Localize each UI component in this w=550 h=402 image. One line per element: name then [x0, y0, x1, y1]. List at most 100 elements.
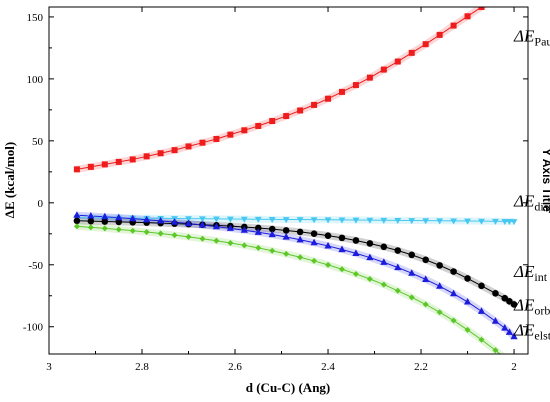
data-point	[394, 287, 401, 294]
data-point	[501, 294, 509, 302]
series-glow	[76, 7, 488, 173]
data-point	[296, 217, 304, 224]
data-point	[408, 251, 416, 259]
data-point	[213, 237, 220, 244]
data-point	[171, 232, 178, 239]
series-glow-layer	[76, 7, 517, 354]
data-point	[366, 74, 373, 81]
data-point	[436, 282, 444, 289]
series-label-sub: int	[534, 270, 547, 284]
data-point	[87, 217, 95, 225]
series-line-layer	[76, 7, 515, 354]
data-point	[408, 269, 416, 276]
data-point	[366, 217, 374, 224]
data-point	[254, 224, 262, 232]
data-point	[171, 147, 178, 154]
data-point	[185, 233, 192, 240]
data-point	[269, 247, 276, 254]
data-point	[199, 139, 206, 146]
data-point	[450, 268, 457, 275]
data-point	[212, 222, 221, 230]
plot-frame	[48, 6, 529, 355]
data-point	[143, 153, 150, 160]
data-point	[198, 220, 207, 228]
data-point	[408, 49, 415, 56]
data-point	[282, 233, 290, 240]
data-point	[477, 307, 486, 314]
data-point	[450, 22, 457, 29]
data-point	[157, 150, 164, 157]
y-tick-label: 150	[27, 12, 44, 24]
data-point	[366, 253, 374, 261]
data-point	[157, 216, 165, 224]
data-point	[297, 107, 304, 114]
data-point	[366, 240, 374, 247]
data-point	[170, 218, 179, 225]
data-point	[380, 258, 388, 265]
data-point	[380, 243, 388, 251]
data-point	[352, 217, 360, 224]
x-tick-label: 2.2	[414, 361, 428, 373]
series-label-main: ΔE	[513, 320, 535, 339]
data-point	[449, 289, 458, 297]
data-point	[115, 226, 122, 233]
data-point	[436, 31, 443, 38]
data-point	[73, 223, 80, 230]
data-point	[394, 218, 402, 225]
series-label-orb: ΔEorb	[513, 296, 550, 318]
y-tick-label: 50	[32, 136, 44, 148]
data-point	[157, 230, 164, 237]
data-point	[227, 131, 234, 138]
data-point	[436, 218, 444, 225]
data-point	[463, 297, 472, 305]
data-point	[394, 247, 402, 254]
x-tick-label: 2.6	[228, 361, 242, 373]
series-label-sub: disp	[534, 200, 550, 214]
data-point	[254, 228, 262, 235]
data-point	[492, 347, 499, 354]
data-point	[501, 323, 509, 331]
series-marker-layer	[73, 7, 518, 354]
data-point	[436, 309, 443, 316]
series-line	[76, 220, 515, 305]
series-line	[76, 7, 483, 170]
data-point	[310, 238, 318, 246]
data-point	[464, 218, 471, 225]
series-label-pauli: ΔEPauli	[513, 27, 550, 49]
data-point	[422, 41, 429, 48]
y-tick-label: 0	[38, 198, 44, 210]
data-point	[240, 216, 248, 223]
data-point	[268, 217, 276, 224]
y2-axis-title: Y Axis Title	[540, 148, 550, 212]
data-point	[213, 135, 220, 142]
data-point	[101, 212, 109, 220]
data-point	[324, 217, 332, 224]
data-point	[254, 216, 262, 223]
series-labels: ΔEPauliΔEdispΔEintΔEorbΔEelst	[513, 27, 550, 343]
data-point	[227, 239, 234, 246]
series-label-disp: ΔEdisp	[513, 192, 550, 214]
data-point	[213, 216, 220, 223]
data-point	[325, 261, 332, 268]
data-point	[478, 336, 485, 343]
data-point	[338, 217, 346, 224]
data-point	[73, 166, 80, 173]
data-point	[380, 217, 388, 224]
y-tick-label: 100	[27, 74, 44, 86]
data-point	[422, 218, 430, 225]
data-point	[73, 217, 81, 225]
axis-ticks: 3 2.8 2.6 2.4 2.2 2 -100 -50 0 50 100 150	[23, 7, 528, 373]
data-point	[352, 82, 359, 89]
series-label-main: ΔE	[513, 192, 535, 211]
data-point	[394, 263, 402, 271]
data-point	[408, 294, 415, 301]
data-point	[87, 224, 94, 231]
y-axis-title: ΔE (kcal/mol)	[2, 142, 17, 218]
data-point	[501, 218, 509, 225]
data-point	[422, 301, 429, 308]
data-point	[394, 58, 401, 65]
data-point	[296, 235, 304, 243]
data-point	[269, 118, 276, 125]
data-point	[296, 228, 304, 236]
